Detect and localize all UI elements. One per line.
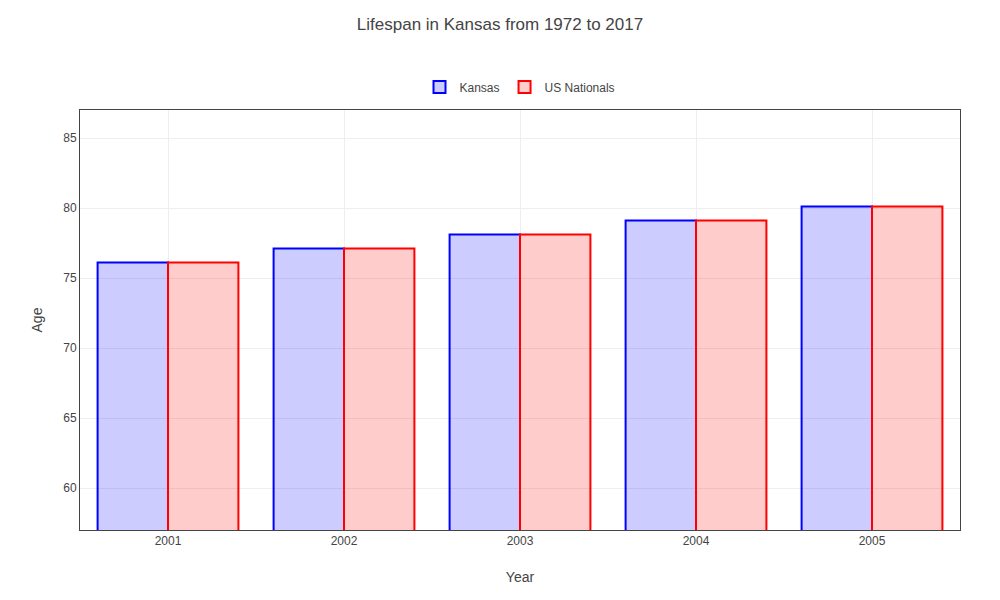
svg-text:80: 80	[63, 201, 77, 215]
svg-text:85: 85	[63, 131, 77, 145]
svg-text:2004: 2004	[683, 534, 710, 548]
svg-text:2003: 2003	[507, 534, 534, 548]
svg-text:2005: 2005	[859, 534, 886, 548]
svg-text:70: 70	[63, 341, 77, 355]
svg-text:Kansas: Kansas	[460, 81, 500, 95]
svg-text:75: 75	[63, 271, 77, 285]
svg-text:Age: Age	[29, 307, 45, 332]
svg-text:60: 60	[63, 481, 77, 495]
svg-text:Year: Year	[506, 569, 535, 585]
svg-text:US Nationals: US Nationals	[545, 81, 615, 95]
svg-text:65: 65	[63, 411, 77, 425]
svg-text:Lifespan in Kansas from 1972 t: Lifespan in Kansas from 1972 to 2017	[357, 15, 643, 34]
svg-text:2002: 2002	[331, 534, 358, 548]
svg-text:2001: 2001	[155, 534, 182, 548]
